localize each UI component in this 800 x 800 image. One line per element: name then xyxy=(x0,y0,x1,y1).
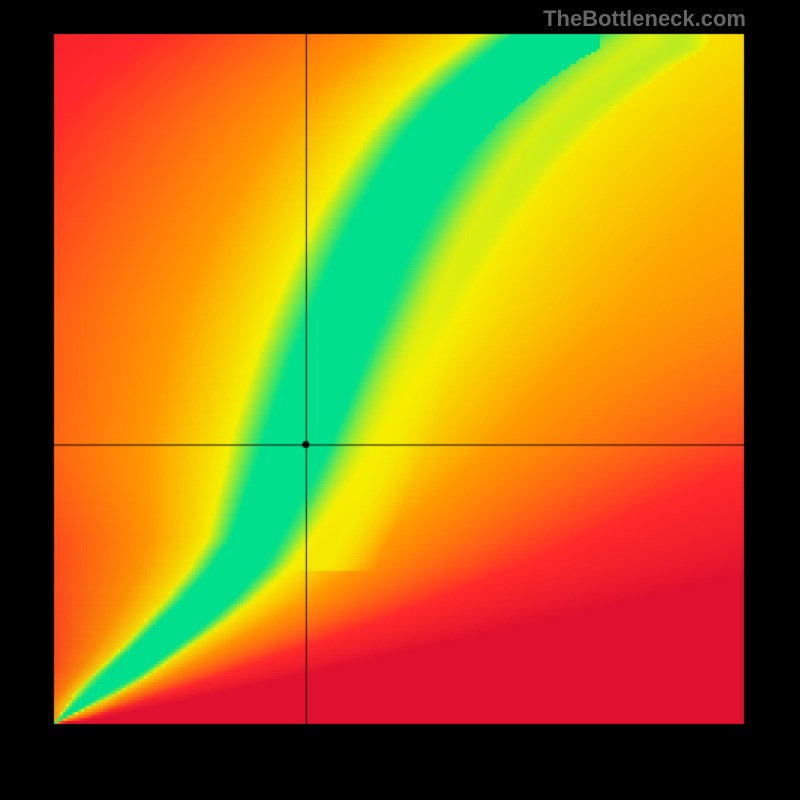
bottleneck-heatmap xyxy=(0,0,800,800)
watermark-text: TheBottleneck.com xyxy=(543,6,746,32)
